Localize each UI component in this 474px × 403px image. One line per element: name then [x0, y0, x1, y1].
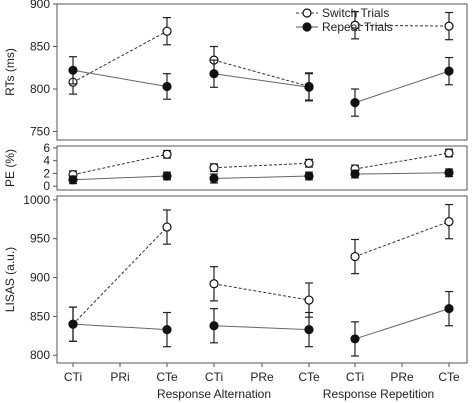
repeat-point: [350, 334, 360, 344]
x-tick-label: CTi: [205, 370, 223, 384]
series-line: [213, 59, 310, 87]
group-label: Response Repetition: [323, 387, 434, 401]
series-line: [354, 152, 450, 170]
repeat-point: [444, 66, 454, 76]
repeat-series: [68, 56, 454, 117]
x-tick-label: CTi: [64, 370, 82, 384]
switch-point: [444, 148, 454, 158]
repeat-point: [162, 81, 172, 92]
switch-point: [304, 158, 314, 168]
series-line: [354, 221, 450, 258]
series-line: [213, 73, 310, 88]
switch-series: [68, 11, 454, 101]
switch-series: [68, 148, 454, 180]
series-line: [72, 226, 168, 325]
repeat-point: [209, 69, 219, 79]
legend-repeat-marker: [302, 22, 312, 32]
repeat-point: [209, 321, 219, 331]
y-tick-label: 850: [30, 309, 50, 323]
repeat-point: [209, 173, 219, 184]
panel-frame: [56, 3, 468, 141]
switch-point: [209, 279, 219, 289]
panel-3: 800 850 900 950 1000 LISAS (a.u.): [3, 193, 468, 364]
switch-point: [209, 163, 219, 173]
series-line: [213, 283, 310, 301]
series-line: [354, 70, 450, 104]
y-tick-label: 4: [43, 154, 50, 168]
x-tick-label: CTi: [346, 370, 364, 384]
y-tick-label: 950: [30, 232, 50, 246]
legend: Switch Trials Repeat Trials: [296, 6, 393, 34]
series-line: [213, 162, 310, 169]
y-axis-title: PE (%): [3, 149, 17, 187]
switch-point: [162, 222, 172, 232]
panel-frame: [56, 145, 468, 191]
repeat-point: [68, 65, 78, 75]
y-axis-title: LISAS (a.u.): [3, 247, 17, 312]
repeat-point: [162, 325, 172, 335]
switch-series: [68, 203, 454, 342]
panel-frame: [56, 195, 468, 364]
x-tick-label: PRe: [390, 370, 414, 384]
group-label: Response Alternation: [157, 387, 271, 401]
y-tick-label: 1000: [23, 193, 50, 207]
y-tick-label: 800: [30, 348, 50, 362]
switch-point: [350, 251, 360, 262]
repeat-point: [68, 175, 78, 185]
series-line: [354, 24, 450, 27]
series-line: [72, 175, 168, 181]
repeat-point: [444, 304, 454, 314]
y-tick-label: 800: [30, 82, 50, 96]
repeat-point: [68, 319, 78, 329]
x-axis: CTi PRi CTe CTi PRe CTe CTi PRe CTe Response Alte…: [64, 363, 460, 401]
x-tick-label: CTe: [298, 370, 320, 384]
series-line: [213, 325, 310, 331]
series-line: [72, 323, 168, 331]
repeat-point: [304, 82, 314, 92]
panel-1: 750 800 850 900 RTs (ms): [3, 0, 468, 141]
switch-point: [350, 20, 360, 30]
series-line: [72, 69, 168, 87]
repeat-point: [444, 168, 454, 178]
x-tick-label: CTe: [438, 370, 460, 384]
switch-point: [304, 295, 314, 305]
y-axis-title: RTs (ms): [3, 48, 17, 96]
y-tick-label: 900: [30, 0, 50, 11]
y-tick-label: 0: [43, 179, 50, 193]
y-tick-label: 6: [43, 141, 50, 155]
y-tick-label: 2: [43, 166, 50, 180]
repeat-point: [162, 171, 172, 181]
repeat-point: [304, 325, 314, 335]
series-line: [72, 30, 168, 83]
switch-point: [444, 217, 454, 227]
series-line: [72, 153, 168, 176]
repeat-series: [68, 290, 454, 357]
repeat-point: [350, 97, 360, 108]
series-line: [354, 308, 450, 340]
x-tick-label: PRi: [110, 370, 129, 384]
legend-repeat-label: Repeat Trials: [322, 20, 393, 34]
x-tick-label: PRe: [250, 370, 274, 384]
legend-switch-label: Switch Trials: [322, 6, 389, 20]
series-line: [213, 175, 310, 180]
repeat-point: [304, 171, 314, 181]
x-tick-label: CTe: [156, 370, 178, 384]
y-tick-label: 850: [30, 40, 50, 54]
switch-point: [162, 149, 172, 159]
legend-switch-marker: [302, 8, 312, 18]
switch-point: [444, 21, 454, 31]
series-line: [354, 172, 450, 175]
y-tick-label: 900: [30, 271, 50, 285]
y-tick-label: 750: [30, 125, 50, 139]
switch-point: [162, 26, 172, 36]
repeat-series: [68, 168, 454, 185]
repeat-point: [350, 169, 360, 179]
